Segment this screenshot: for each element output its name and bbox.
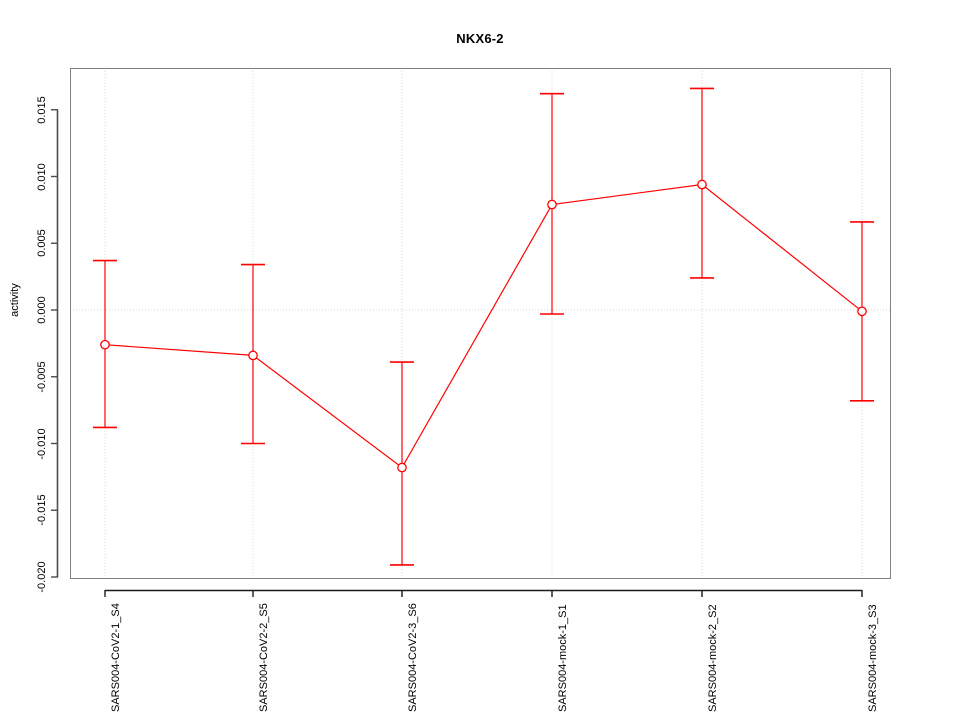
y-tick-label-1: 0.010 [36,162,48,191]
data-marker [248,350,258,361]
x-tick-label-4: SARS004-mock-2_S2 [707,604,719,712]
axes [51,68,891,597]
y-tick-label-2: 0.005 [36,229,48,258]
data-series-nkx6-2 [93,87,874,566]
data-point-2 [241,263,265,445]
data-point-6 [850,221,874,402]
y-tick-label-7: -0.020 [36,561,48,593]
y-tick-label-4: -0.005 [36,361,48,393]
chart-title: NKX6-2 [456,31,504,46]
data-marker [857,306,867,317]
series-line [104,183,863,469]
x-tick-label-1: SARS004-CoV2-2_S5 [258,603,270,712]
y-tick-label-6: -0.015 [36,494,48,526]
y-axis-title: activity [9,283,21,317]
data-marker [100,339,110,350]
panel-border [70,68,891,579]
data-point-4 [540,92,564,315]
gridlines [70,68,890,578]
x-tick-label-0: SARS004-CoV2-1_S4 [110,603,122,712]
data-marker [697,179,707,190]
data-point-5 [690,87,714,279]
x-tick-label-3: SARS004-mock-1_S1 [557,604,569,712]
y-tick-label-0: 0.015 [36,95,48,124]
data-point-3 [390,361,414,566]
data-marker [547,199,557,210]
y-tick-label-3: 0.000 [36,296,48,324]
data-marker [397,462,407,473]
x-tick-label-2: SARS004-CoV2-3_S6 [407,603,419,712]
data-point-1 [93,259,117,429]
x-tick-label-5: SARS004-mock-3_S3 [867,604,879,712]
y-tick-label-5: -0.010 [36,427,48,460]
